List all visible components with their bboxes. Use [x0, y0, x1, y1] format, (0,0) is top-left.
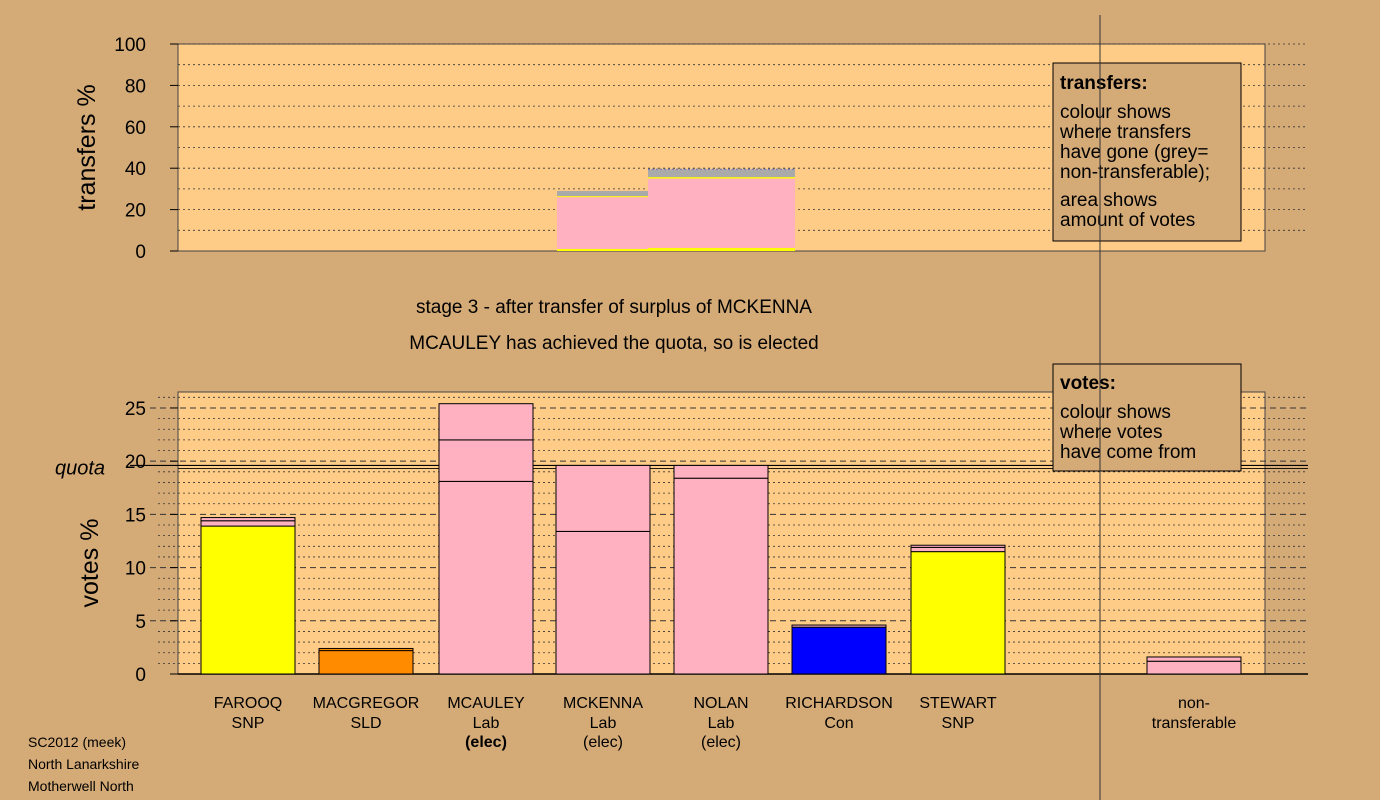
- candidate-party: Lab: [590, 715, 617, 732]
- transfers-legend-line: non-transferable);: [1060, 162, 1210, 183]
- nontransferable-label: transferable: [1152, 715, 1237, 732]
- transfers-y-axis-label: transfers %: [73, 84, 101, 210]
- candidate-status: (elec): [583, 734, 623, 751]
- candidate-party: Lab: [473, 715, 500, 732]
- votes-y-axis-label: votes %: [76, 519, 104, 608]
- footer-line-2: North Lanarkshire: [28, 756, 140, 772]
- candidate-name: NOLAN: [693, 695, 748, 712]
- transfers-tick-label: 80: [125, 76, 146, 97]
- candidate-bar-segment: [200, 525, 296, 675]
- footer-line-3: Motherwell North: [28, 778, 134, 794]
- candidate-bar-segment: [910, 551, 1006, 675]
- nontransferable-bar-segment: [1146, 656, 1242, 662]
- nontransferable-label: non-: [1178, 695, 1210, 712]
- candidate-name: MACGREGOR: [313, 695, 420, 712]
- transfers-legend-line: area shows: [1060, 190, 1157, 211]
- candidate-bar-segment: [200, 520, 296, 527]
- candidate-bar-segment: [438, 403, 534, 441]
- candidate-bar-segment: [555, 464, 651, 532]
- transfers-tick-label: 60: [125, 118, 146, 139]
- votes-legend-title: votes:: [1060, 373, 1116, 394]
- candidate-bar-segment: [791, 624, 887, 628]
- candidate-bar-segment: [910, 546, 1006, 553]
- transfers-tick-label: 40: [125, 159, 146, 180]
- transfer-segment: [557, 196, 648, 198]
- transfer-segment: [648, 178, 795, 248]
- candidate-party: SNP: [232, 715, 265, 732]
- votes-legend-box: [1052, 363, 1242, 472]
- candidate-bar-segment: [318, 647, 414, 652]
- votes-legend-line: have come from: [1060, 442, 1196, 463]
- transfers-tick-label: 100: [114, 35, 146, 56]
- candidate-bar-segment: [438, 480, 534, 675]
- transfers-legend-line: colour shows: [1060, 102, 1171, 123]
- transfers-legend-line: amount of votes: [1060, 210, 1195, 231]
- candidate-bar-segment: [555, 530, 651, 675]
- nontransferable-bar-segment: [1146, 660, 1242, 675]
- candidate-name: RICHARDSON: [785, 695, 893, 712]
- votes-tick-label: 20: [125, 452, 146, 473]
- candidate-bar-segment: [673, 464, 769, 479]
- transfer-segment: [557, 190, 648, 197]
- transfers-legend-title: transfers:: [1060, 73, 1148, 94]
- quota-label: quota: [55, 457, 105, 479]
- candidate-name: FAROOQ: [214, 695, 282, 712]
- candidate-bar-segment: [673, 477, 769, 675]
- votes-tick-label: 25: [125, 399, 146, 420]
- footer: SC2012 (meek) North Lanarkshire Motherwe…: [28, 731, 139, 797]
- candidate-party: Con: [824, 715, 853, 732]
- votes-tick-label: 10: [125, 559, 146, 580]
- votes-legend-line: where votes: [1059, 422, 1162, 443]
- candidate-party: SLD: [350, 715, 381, 732]
- votes-legend-line: colour shows: [1060, 402, 1171, 423]
- candidate-bar-segment: [910, 544, 1006, 548]
- candidate-name: STEWART: [919, 695, 997, 712]
- transfer-segment: [648, 177, 795, 179]
- candidate-bar-segment: [438, 439, 534, 482]
- stage-caption: stage 3 - after transfer of surplus of M…: [416, 297, 812, 318]
- candidate-status: (elec): [465, 734, 507, 751]
- elected-caption: MCAULEY has achieved the quota, so is el…: [409, 333, 818, 354]
- transfers-legend-line: have gone (grey=: [1060, 142, 1208, 163]
- votes-tick-label: 15: [125, 505, 146, 526]
- candidate-bar-segment: [200, 517, 296, 522]
- candidate-name: MCKENNA: [563, 695, 643, 712]
- candidate-bar-segment: [318, 650, 414, 675]
- candidate-status: (elec): [701, 734, 741, 751]
- votes-tick-label: 0: [135, 665, 146, 686]
- transfers-tick-label: 0: [135, 242, 146, 263]
- transfers-legend-line: where transfers: [1059, 122, 1191, 143]
- candidate-party: SNP: [942, 715, 975, 732]
- footer-line-1: SC2012 (meek): [28, 734, 127, 750]
- transfers-legend-box: [1052, 62, 1242, 242]
- votes-tick-label: 5: [135, 612, 146, 633]
- candidate-bar-segment: [791, 626, 887, 675]
- candidate-party: Lab: [708, 715, 735, 732]
- transfer-segment: [557, 197, 648, 249]
- candidate-name: MCAULEY: [447, 695, 525, 712]
- transfers-tick-label: 20: [125, 201, 146, 222]
- transfer-segment: [648, 247, 795, 251]
- transfer-segment: [557, 248, 648, 251]
- transfer-segment: [648, 169, 795, 178]
